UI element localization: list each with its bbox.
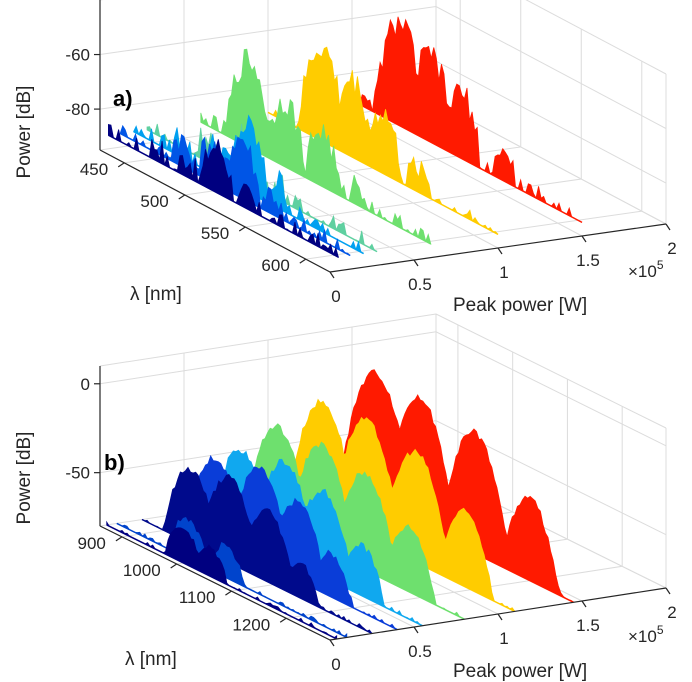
series-area [343, 369, 574, 603]
series-area [351, 16, 583, 223]
x-tick-label: 2 [667, 239, 676, 258]
series-baseline [267, 111, 499, 236]
panel-b-zlabel: Power [dB] [14, 432, 35, 525]
z-tick-label: -60 [65, 46, 90, 65]
x-tick-mark [581, 600, 587, 608]
y-tick-label: 500 [140, 192, 168, 211]
series-baseline [351, 99, 583, 224]
panel-a-xlabel: Peak power [W] [453, 295, 587, 316]
box-edge [99, 313, 437, 367]
series-area [283, 398, 516, 612]
x-tick-label: 0.5 [408, 642, 432, 661]
y-tick-mark [238, 226, 246, 232]
x-tick-mark [413, 626, 419, 634]
x-tick-label: 0 [331, 655, 340, 674]
box-edge [435, 101, 667, 225]
series-area [141, 466, 373, 634]
y-tick-mark [115, 536, 123, 542]
panel-a-zlabel: Power [dB] [14, 86, 35, 179]
box-edge [525, 0, 667, 75]
y-axis-line [99, 149, 331, 273]
panel-b-xlabel: Peak power [W] [453, 661, 587, 682]
panel-a-x-multiplier: ×105 [628, 258, 664, 281]
panel-b-x-multiplier: ×105 [628, 623, 664, 646]
z-tick-label: -50 [65, 464, 90, 483]
panel-a: 0 0.5 1 1.5 2 450 500 550 600 -60 -80 a) Power [dB… [14, 0, 677, 316]
x-tick-mark [581, 235, 587, 243]
panel-a-label: a) [113, 86, 133, 111]
panel-b: 0 0.5 1 1.5 2 900 1000 1100 1200 0 -50 b) Power [d… [14, 313, 677, 682]
y-tick-mark [117, 162, 125, 168]
x-tick-mark [665, 587, 671, 595]
panel-b-ylabel: λ [nm] [125, 649, 177, 670]
y-tick-label: 600 [261, 256, 289, 275]
y-tick-label: 900 [78, 534, 106, 553]
x-tick-mark [665, 223, 671, 231]
panel-b-label: b) [104, 450, 125, 475]
series-baseline [106, 524, 338, 640]
y-tick-label: 1100 [179, 588, 216, 607]
box-edge [435, 313, 667, 429]
y-axis-line [99, 525, 331, 641]
y-tick-label: 1200 [232, 615, 270, 634]
x-tick-label: 1.5 [576, 251, 600, 270]
y-tick-mark [178, 194, 186, 200]
x-tick-label: 2 [667, 603, 676, 622]
x-tick-mark [497, 247, 503, 255]
x-tick-mark [329, 271, 335, 279]
y-tick-mark [170, 563, 177, 569]
x-tick-label: 0 [331, 287, 340, 306]
series-baseline [108, 134, 339, 258]
x-tick-mark [497, 613, 503, 621]
y-tick-label: 550 [201, 224, 229, 243]
y-tick-label: 450 [80, 160, 108, 179]
y-tick-mark [299, 258, 307, 264]
x-tick-label: 0.5 [408, 275, 432, 294]
y-tick-label: 1000 [123, 561, 161, 580]
x-tick-mark [329, 639, 335, 647]
z-tick-label: -80 [65, 100, 90, 119]
panel-a-ylabel: λ [nm] [130, 284, 182, 305]
z-tick-label: 0 [81, 375, 90, 394]
x-tick-label: 1 [499, 629, 508, 648]
series-baseline [116, 522, 348, 639]
y-tick-mark [279, 617, 287, 623]
x-tick-label: 1 [499, 263, 508, 282]
y-tick-mark [225, 590, 232, 596]
x-tick-label: 1.5 [576, 616, 600, 635]
grid-line-x [435, 0, 667, 225]
x-tick-mark [413, 259, 419, 267]
